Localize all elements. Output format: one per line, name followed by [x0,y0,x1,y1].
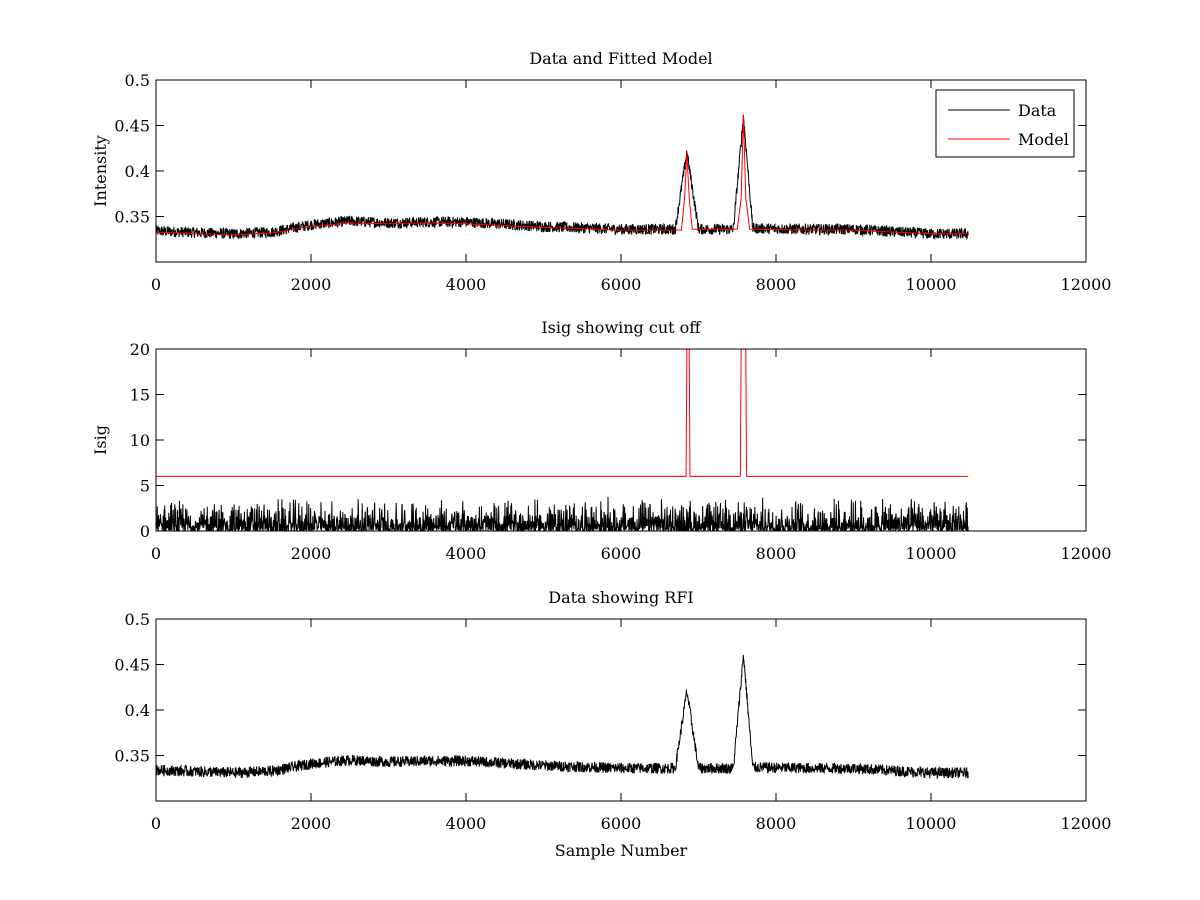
y-tick-label: 0 [140,522,150,541]
y-tick-label: 0.35 [114,208,150,227]
x-tick-label: 8000 [756,814,797,833]
y-tick-label: 0.5 [125,610,150,629]
x-tick-label: 0 [151,814,161,833]
x-tick-label: 0 [151,544,161,563]
panel-isig-showing-cut-off: 0 2000 4000 6000 8000 10000 12000 0 5 10 15 20 Isig … [91,318,1111,563]
y-tick-label: 20 [130,340,150,359]
y-axis-label: Isig [91,425,110,455]
series-line-data [156,114,969,241]
x-tick-label: 2000 [291,814,332,833]
x-tick-label: 4000 [446,814,487,833]
series-line-signal [156,497,969,531]
x-tick-label: 2000 [291,275,332,294]
x-tick-label: 12000 [1061,275,1112,294]
y-tick-label: 10 [130,431,150,450]
legend-label-data: Data [1018,101,1057,120]
x-tick-label: 12000 [1061,814,1112,833]
series-line-signal [156,654,969,780]
y-tick-label: 0.5 [125,71,150,90]
y-tick-label: 0.45 [114,656,150,675]
x-tick-label: 0 [151,275,161,294]
y-tick-label: 0.35 [114,747,150,766]
legend: Data Model [935,89,1075,158]
x-tick-label: 4000 [446,275,487,294]
legend-box [935,89,1075,158]
legend-label-model: Model [1018,130,1069,149]
y-tick-label: 15 [130,386,150,405]
series-line-model [156,114,969,236]
x-tick-label: 2000 [291,544,332,563]
chart-title: Isig showing cut off [541,318,702,337]
y-tick-label: 5 [140,477,150,496]
x-tick-label: 12000 [1061,544,1112,563]
y-tick-label: 0.4 [125,162,150,181]
x-axis-label: Sample Number [555,841,688,860]
x-tick-label: 6000 [601,275,642,294]
y-tick-label: 0.45 [114,117,150,136]
y-axis-label: Intensity [91,135,110,207]
panel-data-and-fitted-model: 0 2000 4000 6000 8000 10000 12000 0.35 0.4 0.45 0.… [91,49,1111,294]
x-tick-label: 10000 [906,814,957,833]
y-tick-label: 0.4 [125,701,150,720]
chart-title: Data showing RFI [548,588,693,607]
x-tick-label: 10000 [906,275,957,294]
panel-data-showing-rfi: 0 2000 4000 6000 8000 10000 12000 0.35 0.4 0.45 0.… [114,588,1111,860]
x-tick-label: 6000 [601,544,642,563]
x-tick-label: 8000 [756,544,797,563]
x-tick-label: 8000 [756,275,797,294]
chart-title: Data and Fitted Model [529,49,712,68]
x-tick-label: 10000 [906,544,957,563]
x-tick-label: 6000 [601,814,642,833]
series-line-threshold [156,349,969,477]
x-tick-label: 4000 [446,544,487,563]
